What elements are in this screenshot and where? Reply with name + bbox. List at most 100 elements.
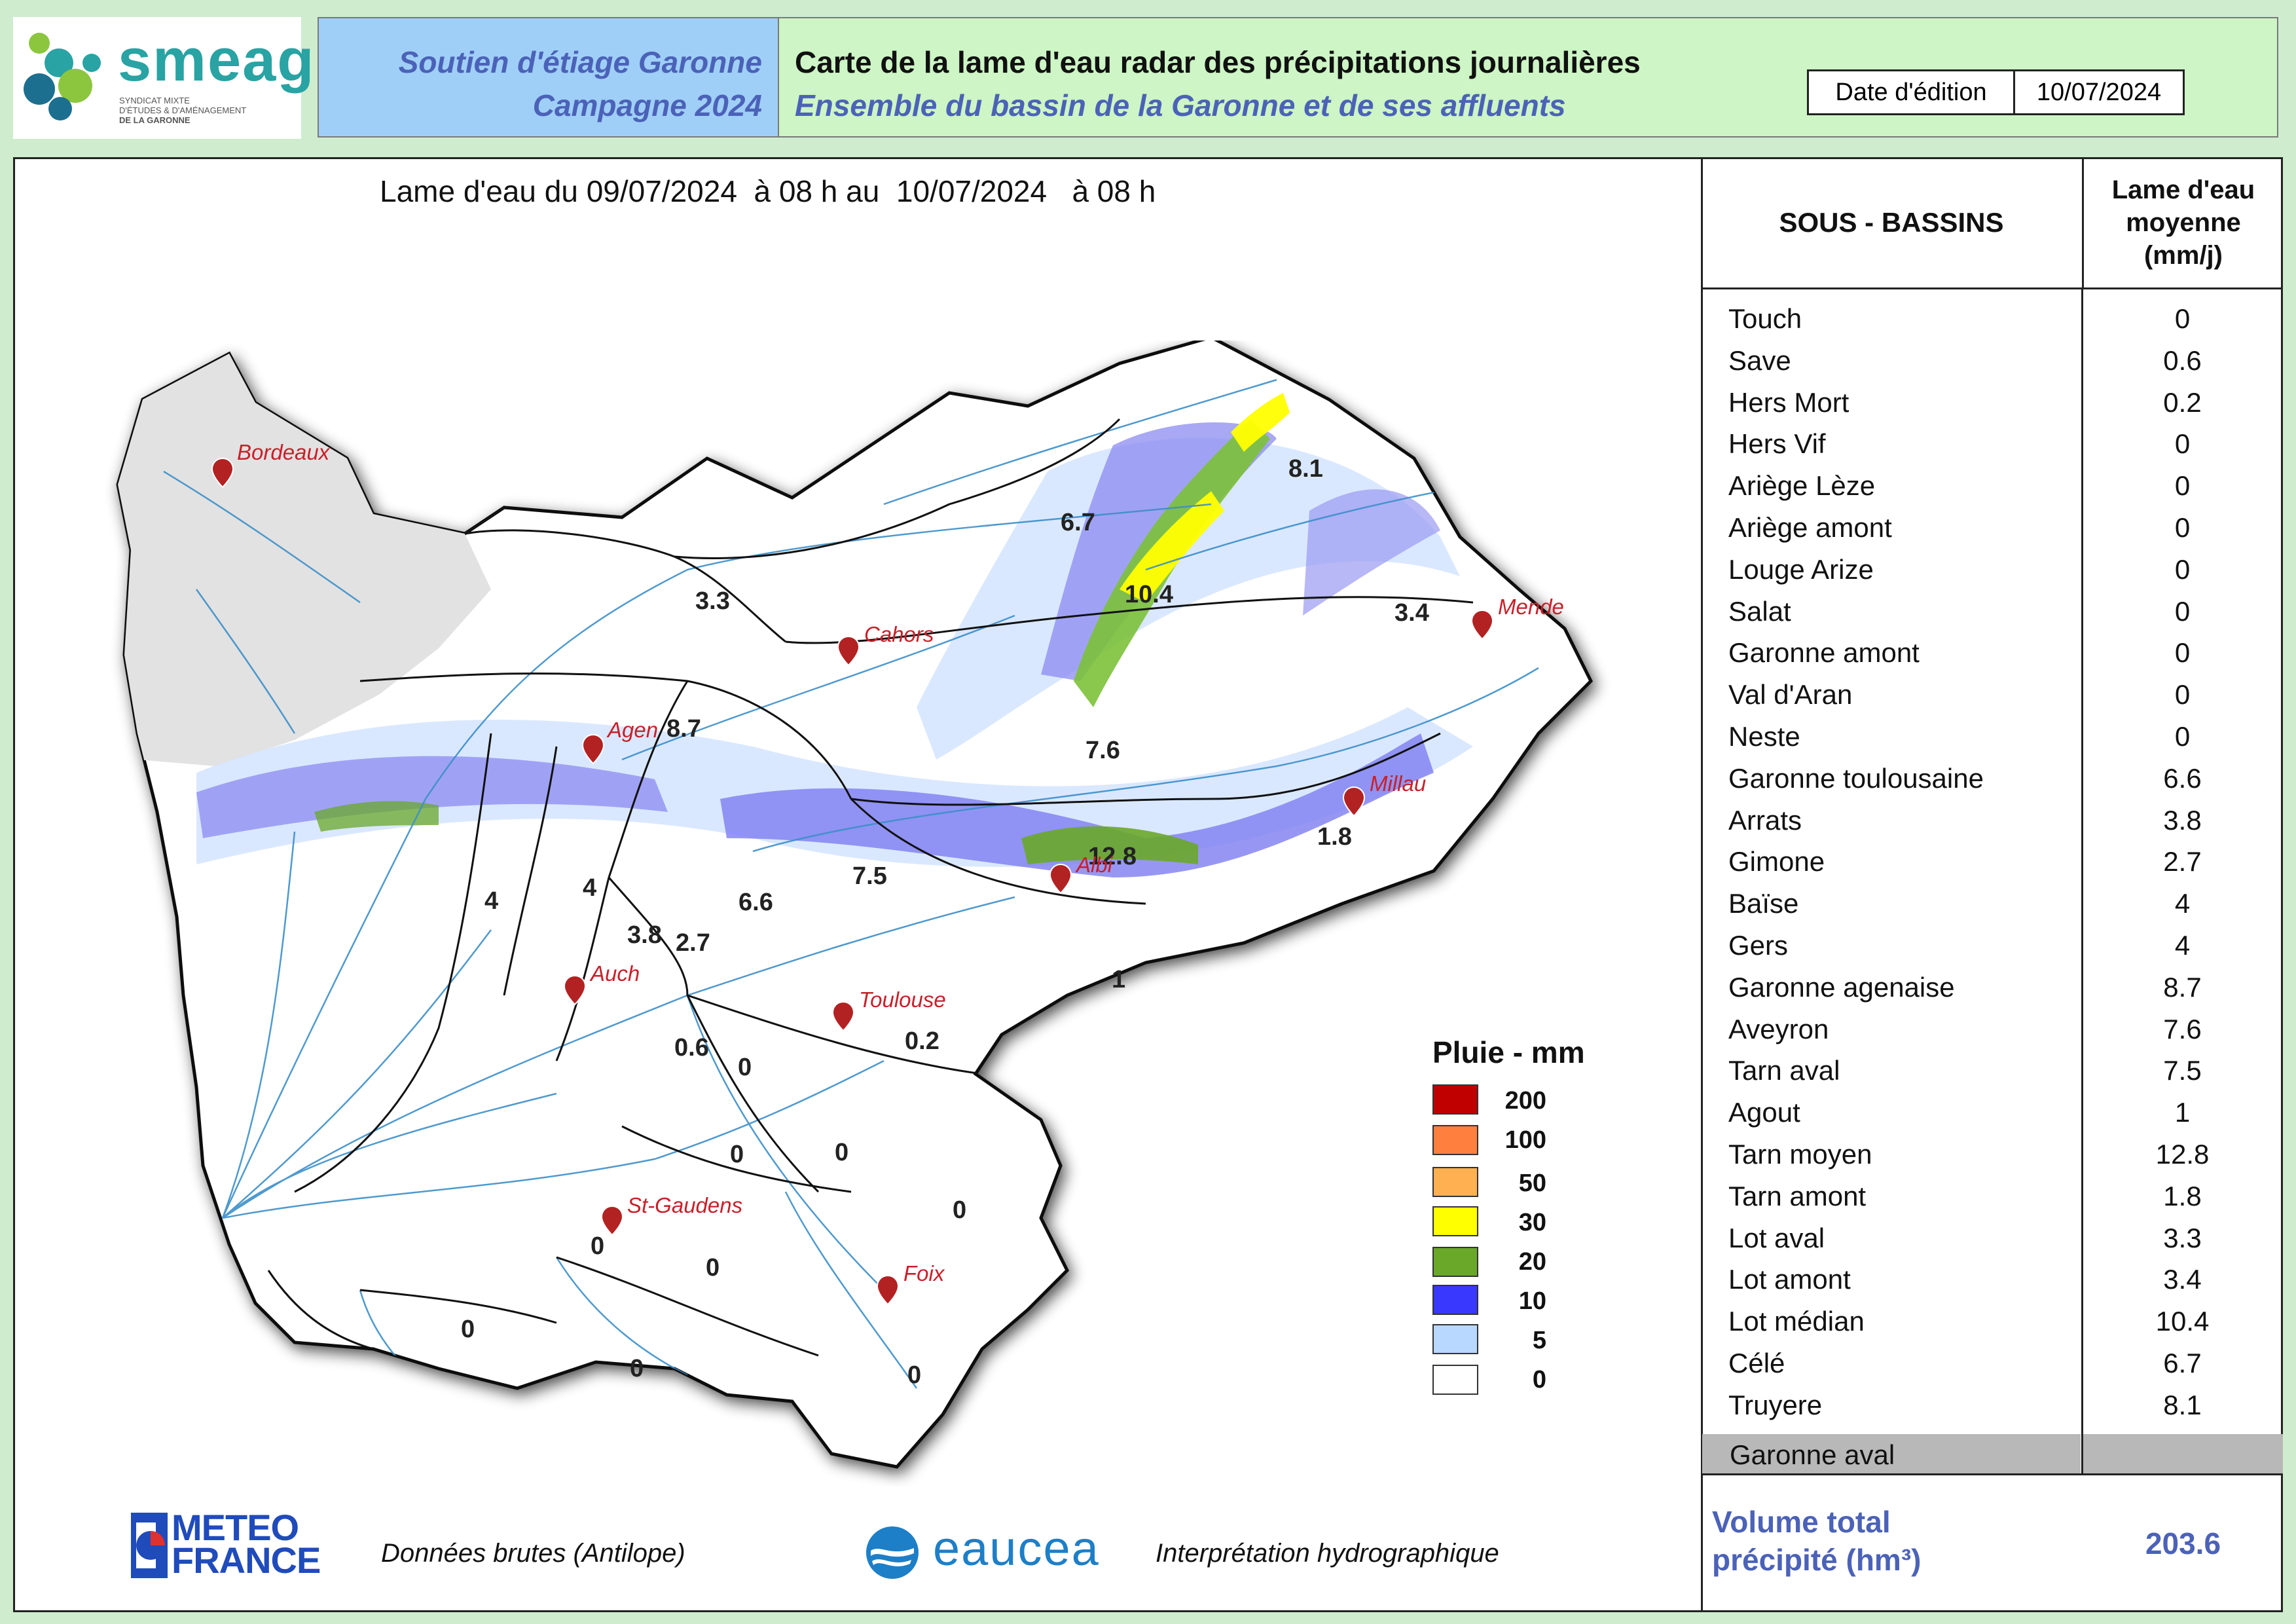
row-value: 0 [2174,637,2191,669]
date-value: 10/07/2024 [2013,69,2185,115]
legend-swatch [1432,1365,1478,1395]
map-pin-icon [211,457,234,489]
eaucea-caption: Interprétation hydrographique [1156,1539,1499,1568]
basin-value: 0 [591,1232,604,1260]
basin-map: 3.3 6.7 8.1 10.4 3.4 8.7 7.6 12.8 1.8 7.… [98,341,1624,1486]
row-name: Garonne agenaise [1728,971,1955,1003]
row-value: 3.4 [2163,1264,2202,1295]
city-label: Toulouse [859,987,946,1012]
row-value: 3.3 [2163,1222,2202,1253]
legend-label: 10 [1518,1287,1546,1315]
table-row: Val d'Aran 0 [1701,674,2283,716]
city-marker: Mende [1470,595,1564,640]
row-value: 4 [2174,929,2191,961]
city-label: Albi [1075,853,1114,877]
table-row: Touch 0 [1701,298,2283,340]
table-row: Salat 0 [1701,591,2283,633]
smeag-logo: smeag SYNDICAT MIXTE D'ÉTUDES & D'AMÉNAG… [13,17,314,139]
smeag-subline-3: DE LA GARONNE [119,115,191,125]
legend-swatch [1432,1285,1478,1315]
table-divider [1701,1473,2283,1475]
row-name: Ariège Lèze [1728,470,1876,502]
table-row: Hers Mort 0.2 [1701,382,2283,424]
map-pin-icon [831,1001,855,1032]
table-row: Truyere 8.1 [1701,1384,2283,1426]
table-row: Tarn moyen 12.8 [1701,1134,2283,1175]
row-value: 12.8 [2155,1138,2210,1170]
basin-value: 3.4 [1394,599,1429,627]
basin-value: 0 [835,1139,848,1166]
legend-swatch [1432,1247,1478,1277]
table-row: Tarn amont 1.8 [1701,1175,2283,1217]
map-pin-icon [563,974,587,1006]
legend-label: 50 [1518,1170,1546,1197]
column-divider [2081,289,2083,1473]
smeag-subline-2: D'ÉTUDES & D'AMÉNAGEMENT [119,105,247,115]
campaign-box: Soutien d'étiage Garonne Campagne 2024 [318,17,779,138]
basin-value: 4 [583,874,596,902]
city-markers: Bordeaux Cahors Mende Agen Millau Albi A… [211,440,1564,1306]
volume-label-line1: Volume total [1712,1505,1891,1539]
table-header-value-line3: (mm/j) [2143,240,2223,270]
campaign-line-2: Campagne 2024 [532,88,762,122]
row-name: Gers [1728,929,1789,961]
row-name: Hers Mort [1728,386,1850,418]
meteo-france-name: METEO FRANCE [172,1509,321,1579]
city-marker: St-Gaudens [600,1193,742,1236]
eaucea-name: eaucea [933,1521,1100,1576]
basin-value: 0 [738,1054,752,1081]
basin-value: 0 [461,1316,475,1343]
row-value: 6.7 [2163,1347,2202,1378]
row-name: Tarn moyen [1728,1138,1872,1170]
volume-value: 203.6 [2145,1526,2221,1560]
basin-value: 4 [484,887,498,915]
city-marker: Agen [581,718,658,765]
row-value: 1.8 [2163,1180,2202,1211]
table-rows: Touch 0 Save 0.6 Hers Mort 0.2 Hers Vif 0 Ariège… [1701,298,2283,1426]
table-row: Tarn aval 7.5 [1701,1050,2283,1092]
row-name: Truyere [1728,1389,1823,1420]
map-pin-icon [837,635,860,667]
basin-value: 0.2 [905,1027,939,1055]
row-name: Célé [1728,1347,1785,1378]
table-row: Hers Vif 0 [1701,423,2283,465]
basin-value: 7.5 [852,862,887,890]
row-value: 0 [2174,303,2191,334]
city-label: Foix [903,1261,945,1285]
city-marker: Cahors [837,622,934,667]
city-marker: Toulouse [831,987,946,1032]
meteo-caption: Données brutes (Antilope) [381,1539,685,1568]
basin-value: 1 [1112,966,1125,993]
legend-swatch [1432,1324,1478,1354]
row-value: 10.4 [2155,1306,2210,1337]
basin-value: 1.8 [1317,823,1352,851]
legend-swatch [1432,1125,1478,1155]
row-name: Agout [1728,1097,1800,1128]
smeag-subline-1: SYNDICAT MIXTE [119,96,190,105]
table-row: Ariège amont 0 [1701,507,2283,549]
table-row: Gimone 2.7 [1701,841,2283,883]
row-value: 7.6 [2163,1013,2202,1044]
basin-value: 0 [706,1254,720,1282]
basin-value: 0 [730,1141,744,1168]
row-value: 2.7 [2163,846,2202,877]
table-row: Lot amont 3.4 [1701,1259,2283,1301]
legend-label: 20 [1518,1248,1546,1276]
table-row: Arrats 3.8 [1701,800,2283,841]
legend-label: 100 [1504,1126,1546,1154]
table-header-subbasins: SOUS - BASSINS [1701,157,2082,289]
table-header-value-line2: moyenne [2126,208,2241,237]
row-value: 6.6 [2163,762,2202,794]
row-name: Touch [1728,303,1802,334]
row-value: 0 [2174,470,2191,502]
basin-value: 8.7 [666,715,701,743]
row-name: Aveyron [1728,1013,1829,1044]
legend-title: Pluie - mm [1432,1035,1585,1069]
basin-value: 0 [907,1361,921,1389]
table-row: Garonne amont 0 [1701,632,2283,674]
table-row: Lot médian 10.4 [1701,1301,2283,1342]
table-row: Louge Arize 0 [1701,549,2283,591]
volume-label: Volume total précipité (hm³) [1712,1503,1921,1579]
row-name: Arrats [1728,804,1802,836]
table-row: Lot aval 3.3 [1701,1217,2283,1259]
